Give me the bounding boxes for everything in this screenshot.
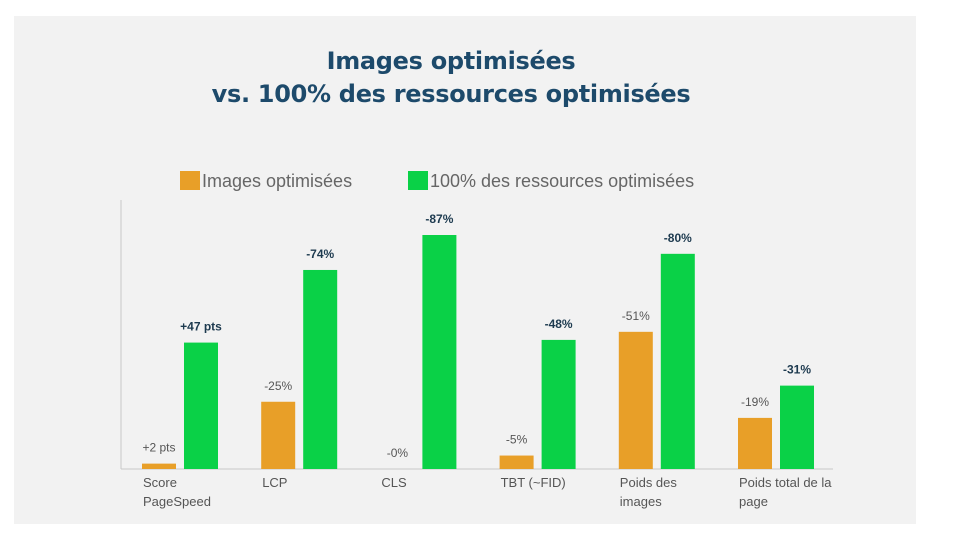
bar-images-0 (142, 463, 176, 469)
data-label-all-0: +47 pts (180, 320, 222, 334)
data-label-images-1: -25% (264, 379, 292, 393)
bar-all-1 (303, 269, 338, 469)
x-tick-label-3: TBT (~FID) (501, 475, 566, 490)
legend-swatch-all (408, 171, 428, 190)
x-tick-label-0: Score (143, 475, 177, 490)
data-label-images-2: -0% (387, 446, 409, 460)
bar-images-3 (499, 455, 534, 469)
bar-images-5 (738, 417, 772, 469)
bar-images-1 (261, 401, 296, 469)
data-label-images-0: +2 pts (142, 441, 175, 455)
legend-label-images: Images optimisées (202, 171, 352, 191)
data-label-all-1: -74% (306, 247, 334, 261)
data-label-images-5: -19% (741, 395, 769, 409)
bar-all-4 (660, 253, 695, 469)
bar-all-5 (780, 385, 814, 469)
x-tick-label-4: Poids des (620, 475, 678, 490)
x-tick-label-0: PageSpeed (143, 494, 211, 509)
legend-swatch-images (180, 171, 200, 190)
data-label-all-4: -80% (664, 231, 692, 245)
bar-all-3 (541, 339, 576, 469)
bar-all-0 (184, 342, 218, 469)
bar-images-4 (618, 331, 653, 469)
x-tick-label-1: LCP (262, 475, 287, 490)
chart-title-line-1: Images optimisées (326, 47, 576, 75)
data-label-all-2: -87% (425, 212, 453, 226)
x-tick-label-5: page (739, 494, 768, 509)
legend-label-all: 100% des ressources optimisées (430, 171, 694, 191)
data-label-images-4: -51% (622, 309, 650, 323)
data-label-all-3: -48% (545, 317, 573, 331)
data-label-images-3: -5% (506, 433, 528, 447)
data-label-all-5: -31% (783, 363, 811, 377)
x-tick-label-5: Poids total de la (739, 475, 832, 490)
x-tick-label-2: CLS (381, 475, 407, 490)
bar-all-2 (422, 235, 457, 469)
x-tick-label-4: images (620, 494, 662, 509)
chart-title-line-2: vs. 100% des ressources optimisées (211, 80, 691, 108)
